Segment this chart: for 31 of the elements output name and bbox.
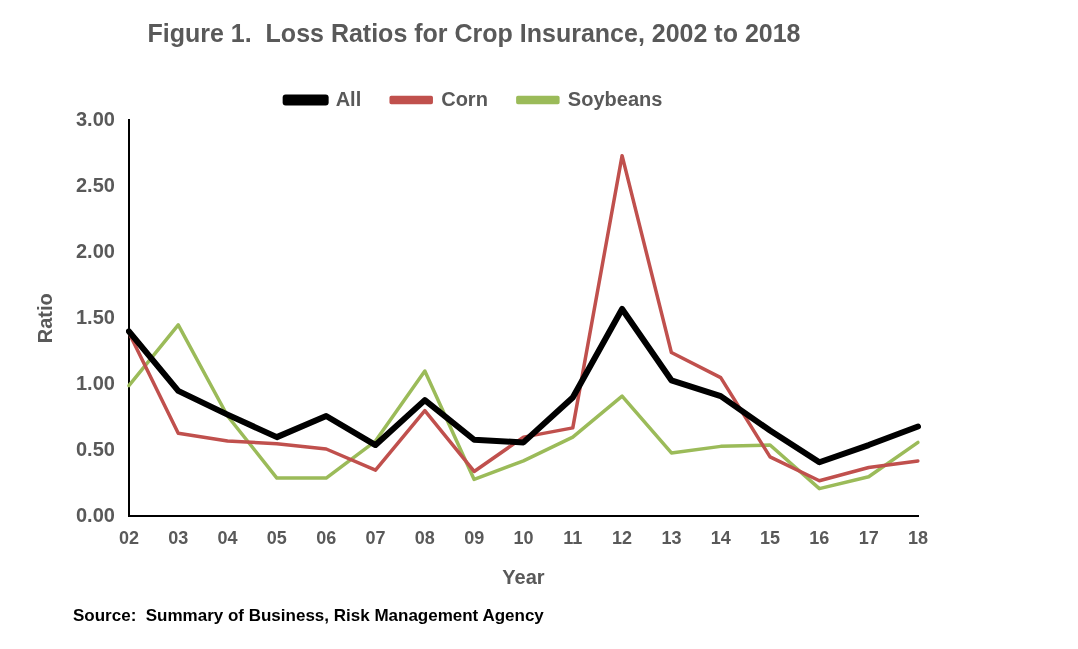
x-tick-label: 05 (266, 528, 287, 549)
legend-label: Soybeans (567, 87, 663, 110)
legend-label: All (335, 87, 362, 110)
x-tick-label: 14 (710, 528, 731, 549)
x-tick-label: 15 (760, 528, 781, 549)
x-tick-label: 11 (563, 528, 583, 549)
y-tick-label: 0.00 (75, 503, 115, 526)
x-tick-label: 13 (661, 528, 682, 549)
x-tick-label: 07 (365, 528, 386, 549)
y-tick-label: 1.50 (75, 305, 115, 328)
x-tick-label: 02 (118, 528, 139, 549)
x-tick-label: 09 (464, 528, 485, 549)
x-tick-label: 04 (217, 528, 238, 549)
y-tick-label: 1.00 (75, 371, 115, 394)
source-note: Source: Summary of Business, Risk Management Agency (73, 605, 545, 625)
y-tick-label: 0.50 (75, 437, 115, 460)
x-tick-label: 10 (513, 528, 534, 549)
x-tick-label: 18 (907, 528, 929, 549)
chart-title: Figure 1. Loss Ratios for Crop Insurance, 2002 to 2018 (147, 18, 801, 47)
y-axis-title: Ratio (33, 293, 56, 344)
legend-label: Corn (441, 87, 488, 110)
y-tick-label: 3.00 (75, 107, 115, 130)
x-axis-title: Year (502, 565, 545, 588)
x-tick-label: 12 (612, 528, 633, 549)
y-tick-label: 2.00 (75, 239, 115, 262)
x-tick-label: 16 (809, 528, 830, 549)
x-tick-label: 08 (414, 528, 435, 549)
y-tick-label: 2.50 (75, 173, 115, 196)
x-tick-label: 17 (858, 528, 879, 549)
x-tick-label: 06 (316, 528, 337, 549)
x-tick-label: 03 (168, 528, 189, 549)
